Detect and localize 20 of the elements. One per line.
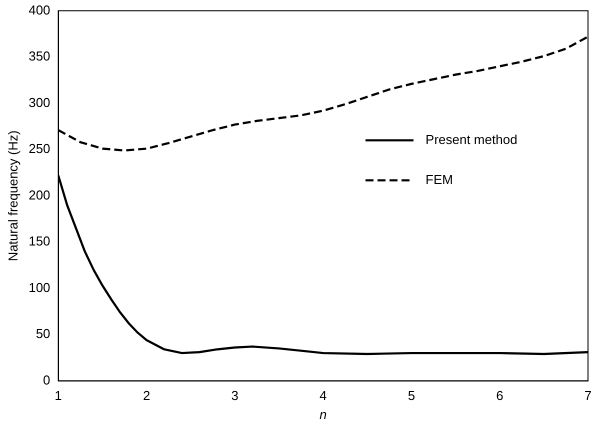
x-tick-label: 4 [320, 388, 327, 404]
y-axis-title: Natural frequency (Hz) [5, 130, 20, 262]
x-axis-title: n [320, 406, 327, 422]
y-tick-label: 200 [28, 187, 50, 202]
x-tick-label: 2 [142, 388, 150, 404]
x-tick-label: 7 [584, 388, 592, 404]
y-tick-label: 400 [28, 2, 50, 18]
x-tick-label: 3 [231, 388, 238, 404]
y-tick-label: 150 [28, 234, 50, 249]
y-tick-label: 300 [28, 94, 50, 110]
y-tick-label: 100 [28, 280, 50, 295]
y-tick-label: 50 [36, 326, 50, 342]
x-tick-label: 6 [496, 388, 504, 404]
legend-label: FEM [426, 172, 453, 187]
x-tick-label: 5 [408, 388, 416, 404]
y-tick-label: 250 [28, 141, 50, 156]
x-tick-label: 1 [54, 388, 62, 404]
y-tick-label: 350 [28, 48, 50, 64]
y-tick-label: 0 [43, 372, 50, 388]
legend-label: Present method [426, 132, 518, 147]
